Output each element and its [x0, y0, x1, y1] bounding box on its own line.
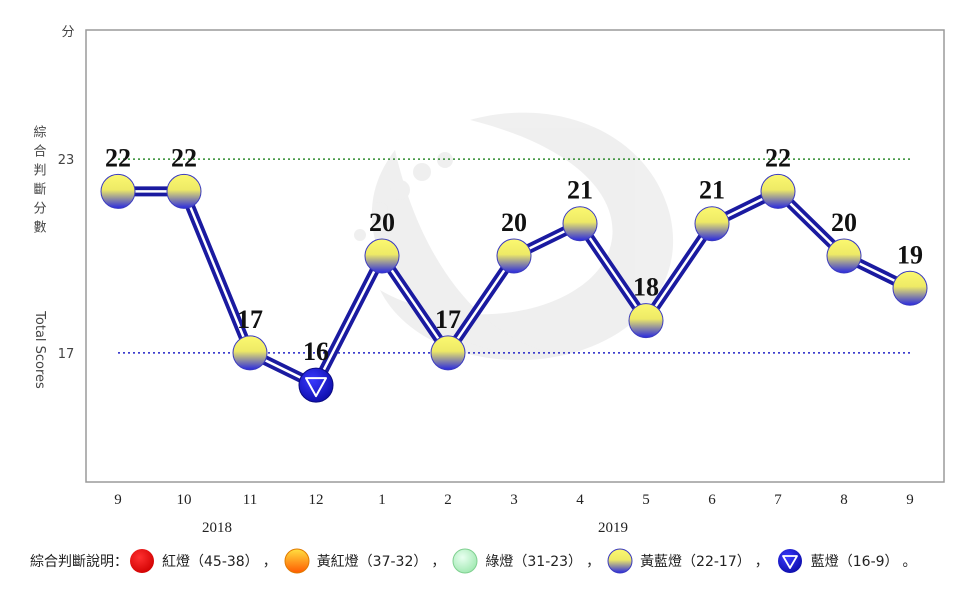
- data-point-yellow-blue-light: [100, 173, 136, 209]
- legend-label-blue: 藍燈（16-9）: [810, 554, 899, 570]
- y-tick-label: 23: [58, 153, 75, 168]
- legend-item-blue: 藍燈（16-9）: [775, 547, 899, 575]
- data-point-yellow-blue-light: [232, 335, 268, 371]
- legend-separator: ，: [586, 554, 601, 570]
- x-tick-label: 8: [840, 492, 848, 508]
- legend: 綜合判斷說明： 紅燈（45-38） ， 黃紅燈（37-32） ， 綠燈（31-2…: [0, 546, 977, 576]
- x-tick-label: 9: [906, 492, 914, 508]
- x-tick-label: 1: [378, 492, 386, 508]
- year-label: 2019: [598, 520, 628, 536]
- legend-item-yellow-red: 黃紅燈（37-32）: [283, 547, 428, 575]
- data-label: 16: [303, 337, 329, 366]
- data-label: 21: [567, 176, 593, 205]
- legend-separator: ，: [754, 554, 769, 570]
- x-tick-label: 6: [708, 492, 716, 508]
- blue-light-icon: [777, 549, 802, 573]
- legend-item-green: 綠燈（31-23）: [451, 547, 582, 575]
- x-tick-label: 2: [444, 492, 452, 508]
- yellow-red-light-icon: [284, 548, 310, 574]
- legend-label-yellow-blue: 黃藍燈（22-17）: [640, 554, 751, 570]
- data-point-yellow-blue-light: [694, 206, 730, 242]
- yellow-blue-light-icon: [607, 548, 633, 574]
- data-point-yellow-blue-light: [496, 238, 532, 274]
- y-unit-label: 分: [61, 25, 74, 40]
- x-tick-label: 7: [774, 492, 782, 508]
- legend-separator: ，: [431, 554, 446, 570]
- red-light-icon: [130, 549, 154, 573]
- data-point-yellow-blue-light: [364, 238, 400, 274]
- x-tick-label: 3: [510, 492, 518, 508]
- legend-prefix: 綜合判斷說明：: [30, 554, 128, 570]
- data-label: 22: [765, 143, 791, 172]
- data-label: 21: [699, 176, 725, 205]
- legend-label-green: 綠燈（31-23）: [485, 554, 583, 570]
- x-tick-label: 11: [243, 492, 257, 508]
- y-axis-label-zh: 綜合判斷分數: [31, 125, 47, 239]
- data-point-yellow-blue-light: [826, 238, 862, 274]
- x-tick-label: 5: [642, 492, 650, 508]
- legend-label-red: 紅燈（45-38）: [162, 554, 259, 570]
- x-tick-label: 9: [114, 492, 122, 508]
- data-point-yellow-blue-light: [892, 270, 928, 306]
- data-label: 17: [435, 305, 461, 334]
- data-label: 20: [369, 208, 395, 237]
- data-point-blue-light: [298, 367, 334, 403]
- data-point-yellow-blue-light: [562, 206, 598, 242]
- y-axis-label-en: Total Scores: [32, 310, 47, 389]
- x-tick-label: 4: [576, 492, 584, 508]
- y-tick-label: 17: [58, 347, 75, 362]
- data-point-yellow-blue-light: [430, 335, 466, 371]
- data-label: 20: [831, 208, 857, 237]
- x-tick-label: 12: [309, 492, 324, 508]
- legend-separator: ，: [262, 554, 277, 570]
- data-point-yellow-blue-light: [760, 173, 796, 209]
- data-label: 22: [105, 143, 131, 172]
- data-point-yellow-blue-light: [166, 173, 202, 209]
- legend-end-mark: 。: [902, 554, 917, 570]
- year-label: 2018: [202, 520, 232, 536]
- legend-item-red: 紅燈（45-38）: [128, 547, 259, 575]
- legend-label-yellow-red: 黃紅燈（37-32）: [316, 554, 428, 570]
- data-label: 18: [633, 273, 659, 302]
- data-label: 19: [897, 240, 923, 269]
- data-point-yellow-blue-light: [628, 303, 664, 339]
- x-tick-label: 10: [177, 492, 192, 508]
- green-light-icon: [452, 548, 478, 574]
- legend-item-yellow-blue: 黃藍燈（22-17）: [606, 547, 751, 575]
- data-label: 20: [501, 208, 527, 237]
- data-label: 22: [171, 143, 197, 172]
- data-label: 17: [237, 305, 263, 334]
